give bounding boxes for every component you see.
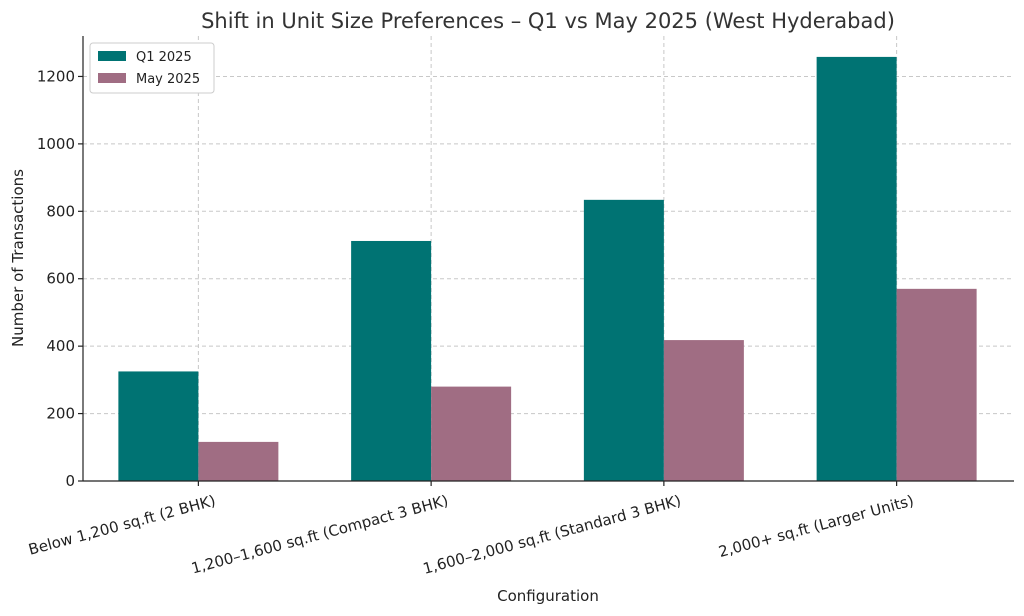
y-tick-label: 1000: [37, 135, 75, 153]
y-tick-label: 800: [46, 202, 75, 220]
bars: [118, 56, 977, 481]
bar-q1-3: [816, 56, 897, 481]
y-axis-label: Number of Transactions: [9, 169, 27, 347]
bar-may-0: [198, 441, 279, 481]
y-tick-label: 400: [46, 337, 75, 355]
bar-q1-2: [583, 199, 664, 481]
x-tick-label: 1,600–2,000 sq.ft (Standard 3 BHK): [421, 491, 683, 577]
legend: Q1 2025 May 2025: [89, 42, 215, 94]
legend-swatch: [98, 51, 126, 61]
bar-may-2: [663, 340, 744, 481]
bar-may-3: [896, 288, 977, 481]
x-tick-label: 2,000+ sq.ft (Larger Units): [717, 491, 916, 560]
grid-lines: [83, 36, 1014, 481]
y-tick-label: 0: [65, 472, 75, 490]
axes: [78, 36, 1014, 486]
y-tick-label: 1200: [37, 67, 75, 85]
y-tick-label: 200: [46, 405, 75, 423]
x-tick-label: Below 1,200 sq.ft (2 BHK): [27, 491, 218, 558]
legend-label: May 2025: [136, 72, 200, 87]
chart-title: Shift in Unit Size Preferences – Q1 vs M…: [201, 9, 895, 33]
legend-swatch: [98, 73, 126, 83]
bar-q1-1: [351, 240, 432, 481]
x-axis-label: Configuration: [497, 587, 599, 605]
x-tick-label: 1,200–1,600 sq.ft (Compact 3 BHK): [189, 491, 450, 577]
y-tick-label: 600: [46, 270, 75, 288]
legend-label: Q1 2025: [136, 50, 192, 65]
bar-may-1: [431, 386, 512, 481]
bar-q1-0: [118, 371, 199, 481]
y-tick-labels: 0 200 400 600 800 1000 1200: [37, 67, 75, 490]
x-tick-labels: Below 1,200 sq.ft (2 BHK)1,200–1,600 sq.…: [27, 491, 916, 577]
